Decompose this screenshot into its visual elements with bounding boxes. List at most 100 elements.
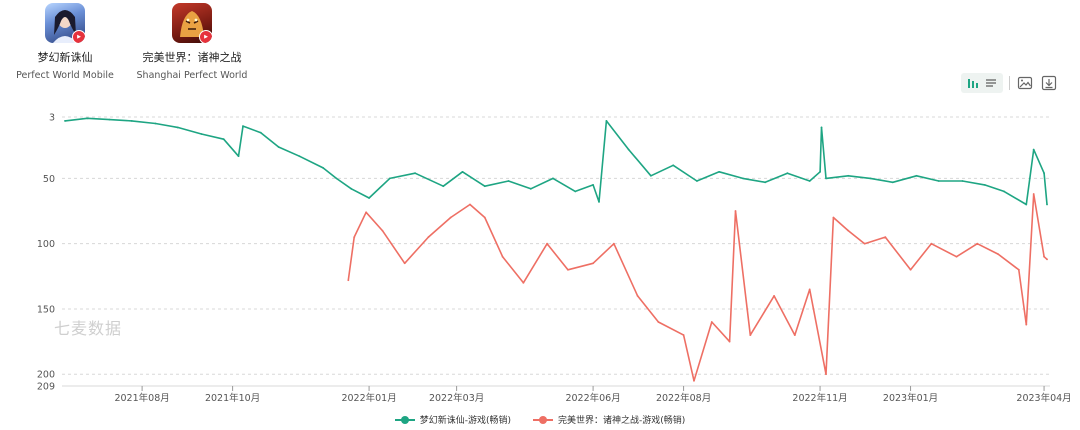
download-icon[interactable]	[1040, 74, 1058, 92]
data-point	[322, 167, 324, 169]
data-point	[863, 242, 866, 245]
data-point	[483, 216, 486, 219]
data-point	[592, 262, 594, 265]
data-point	[507, 180, 510, 182]
data-point	[1025, 203, 1028, 206]
data-point	[808, 180, 811, 182]
data-point	[605, 120, 608, 122]
data-point	[819, 170, 821, 173]
data-point	[1043, 172, 1045, 175]
x-tick-label: 2023年04月	[1016, 392, 1071, 404]
x-tick-label: 2022年06月	[565, 392, 620, 404]
app-card-2[interactable]: ▶ 完美世界：诸神之战 Shanghai Perfect World	[127, 3, 257, 81]
data-point	[86, 117, 89, 120]
data-point	[657, 321, 660, 323]
data-point	[414, 172, 416, 175]
data-point	[915, 174, 918, 177]
data-point	[891, 181, 894, 184]
data-point	[955, 255, 958, 258]
data-point	[693, 379, 695, 382]
data-point	[742, 177, 744, 180]
data-point	[937, 180, 940, 182]
data-point	[825, 373, 827, 376]
data-point	[749, 334, 752, 336]
data-point	[350, 187, 353, 190]
data-point	[529, 187, 532, 190]
x-tick-label: 2022年11月	[792, 392, 847, 404]
data-point	[546, 242, 548, 245]
data-point	[427, 236, 430, 239]
data-point	[1025, 323, 1028, 326]
data-point	[808, 288, 811, 291]
legend-label: 完美世界：诸神之战-游戏(畅销)	[558, 416, 686, 426]
x-axis: 2021年08月 2021年10月 2022年01月 2022年03月 2022年06月…	[114, 386, 1072, 404]
app-developer: Shanghai Perfect World	[136, 70, 248, 81]
data-point	[598, 200, 600, 203]
grid-lines	[62, 116, 1050, 387]
data-point	[353, 236, 356, 239]
data-point	[734, 210, 737, 212]
data-point	[650, 174, 652, 177]
data-point	[786, 172, 789, 175]
data-point	[368, 197, 370, 199]
new-badge-icon: ▶	[199, 30, 212, 43]
data-point	[1017, 268, 1020, 271]
y-tick-label: 150	[37, 304, 55, 315]
fantasy-heroine-app-icon: ▶	[45, 3, 85, 43]
data-point	[242, 125, 244, 128]
data-point	[469, 203, 471, 206]
data-point	[832, 216, 835, 219]
data-point	[442, 185, 445, 188]
data-point	[672, 164, 675, 167]
data-point	[347, 279, 350, 282]
data-point	[483, 185, 486, 188]
view-toggle-group	[961, 73, 1003, 93]
data-point	[566, 268, 569, 271]
data-point	[820, 126, 823, 129]
data-point	[1046, 203, 1048, 206]
data-point	[847, 229, 850, 232]
data-point	[64, 120, 66, 122]
data-point	[696, 180, 698, 182]
x-tick-label: 2021年10月	[205, 392, 260, 404]
data-point	[449, 216, 452, 219]
chart-legend: 梦幻新诛仙-游戏(畅销) 完美世界：诸神之战-游戏(畅销)	[0, 413, 1080, 426]
x-tick-label: 2022年01月	[341, 392, 396, 404]
data-point	[1046, 258, 1048, 261]
data-point	[710, 321, 713, 323]
data-point	[976, 242, 979, 245]
save-image-icon[interactable]	[1016, 74, 1034, 92]
data-point	[259, 131, 262, 134]
data-point	[522, 281, 525, 284]
series-lines	[64, 117, 1048, 382]
data-point	[574, 190, 577, 193]
data-point	[365, 211, 368, 214]
data-point	[627, 148, 630, 151]
app-card-1[interactable]: ▶ 梦幻新诛仙 Perfect World Mobile	[0, 3, 130, 81]
data-point	[1032, 193, 1035, 195]
data-point	[335, 177, 338, 180]
data-point	[200, 133, 203, 135]
series-line-1[interactable]	[64, 117, 1048, 206]
line-chart-toggle-icon[interactable]	[964, 74, 982, 92]
data-point	[381, 229, 384, 232]
data-point	[718, 170, 721, 173]
data-point	[825, 177, 827, 180]
app-name: 完美世界：诸神之战	[142, 51, 242, 64]
data-point	[298, 155, 301, 158]
legend-item-series-1[interactable]: 梦幻新诛仙-游戏(畅销)	[394, 413, 511, 426]
x-tick-label: 2022年08月	[656, 392, 711, 404]
data-point	[764, 181, 767, 184]
legend-marker-red-icon	[533, 415, 553, 425]
list-toggle-icon[interactable]	[982, 74, 1000, 92]
data-point	[1032, 148, 1035, 151]
new-badge-icon: ▶	[72, 30, 85, 43]
data-point	[222, 138, 225, 141]
x-tick-label: 2023年01月	[883, 392, 938, 404]
data-point	[983, 184, 986, 186]
legend-item-series-2[interactable]: 完美世界：诸神之战-游戏(畅销)	[533, 413, 685, 426]
data-point	[997, 253, 999, 256]
toolbar-divider	[1009, 76, 1010, 90]
data-point	[1003, 190, 1005, 193]
series-line-2[interactable]	[347, 193, 1048, 382]
